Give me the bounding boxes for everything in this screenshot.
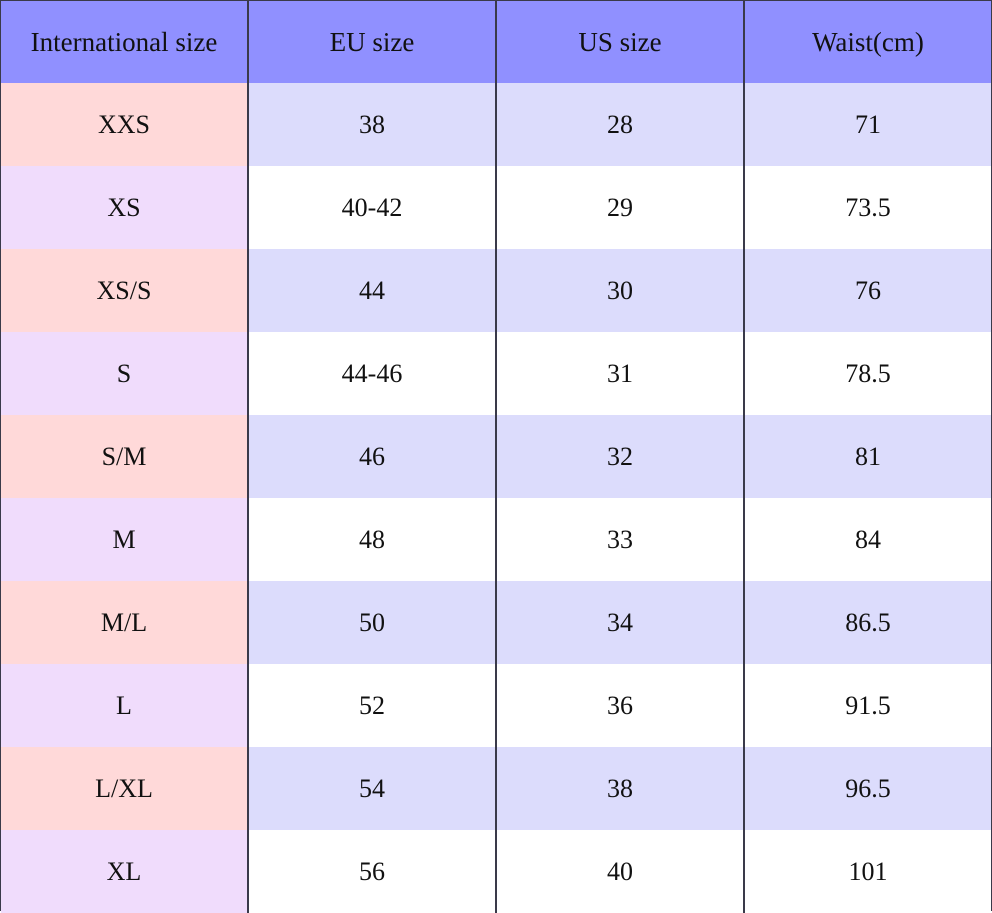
cell-eu-size: 56 <box>247 830 496 913</box>
cell-us-size: 32 <box>495 415 744 498</box>
cell-us-size: 29 <box>495 166 744 249</box>
cell-waist: 86.5 <box>743 581 991 664</box>
cell-waist: 73.5 <box>743 166 991 249</box>
cell-eu-size: 46 <box>247 415 496 498</box>
cell-us-size: 40 <box>495 830 744 913</box>
cell-eu-size: 52 <box>247 664 496 747</box>
cell-us-size: 30 <box>495 249 744 332</box>
cell-international-size: L <box>1 664 248 747</box>
table-row: XL 56 40 101 <box>1 830 991 913</box>
header-waist: Waist(cm) <box>743 1 991 83</box>
table-row: XS/S 44 30 76 <box>1 249 991 332</box>
cell-us-size: 33 <box>495 498 744 581</box>
cell-international-size: XXS <box>1 83 248 166</box>
table-row: M 48 33 84 <box>1 498 991 581</box>
cell-us-size: 36 <box>495 664 744 747</box>
table-row: XXS 38 28 71 <box>1 83 991 166</box>
table-row: XS 40-42 29 73.5 <box>1 166 991 249</box>
cell-waist: 71 <box>743 83 991 166</box>
cell-waist: 78.5 <box>743 332 991 415</box>
cell-us-size: 28 <box>495 83 744 166</box>
cell-eu-size: 50 <box>247 581 496 664</box>
header-international-size: International size <box>1 1 248 83</box>
cell-international-size: M/L <box>1 581 248 664</box>
header-eu-size: EU size <box>247 1 496 83</box>
table-row: L 52 36 91.5 <box>1 664 991 747</box>
table-row: S 44-46 31 78.5 <box>1 332 991 415</box>
cell-eu-size: 54 <box>247 747 496 830</box>
cell-eu-size: 48 <box>247 498 496 581</box>
cell-eu-size: 38 <box>247 83 496 166</box>
table-header: International size EU size US size Waist… <box>1 1 991 83</box>
cell-us-size: 34 <box>495 581 744 664</box>
cell-us-size: 38 <box>495 747 744 830</box>
cell-waist: 81 <box>743 415 991 498</box>
cell-waist: 76 <box>743 249 991 332</box>
table-row: L/XL 54 38 96.5 <box>1 747 991 830</box>
table-body: XXS 38 28 71 XS 40-42 29 73.5 XS/S 44 30… <box>1 83 991 913</box>
cell-eu-size: 44-46 <box>247 332 496 415</box>
cell-eu-size: 44 <box>247 249 496 332</box>
cell-international-size: L/XL <box>1 747 248 830</box>
header-row: International size EU size US size Waist… <box>1 1 991 83</box>
cell-waist: 84 <box>743 498 991 581</box>
cell-waist: 91.5 <box>743 664 991 747</box>
cell-international-size: XL <box>1 830 248 913</box>
cell-international-size: S/M <box>1 415 248 498</box>
cell-international-size: M <box>1 498 248 581</box>
cell-eu-size: 40-42 <box>247 166 496 249</box>
header-us-size: US size <box>495 1 744 83</box>
cell-international-size: S <box>1 332 248 415</box>
cell-international-size: XS/S <box>1 249 248 332</box>
cell-us-size: 31 <box>495 332 744 415</box>
cell-waist: 101 <box>743 830 991 913</box>
table-row: S/M 46 32 81 <box>1 415 991 498</box>
table-row: M/L 50 34 86.5 <box>1 581 991 664</box>
cell-waist: 96.5 <box>743 747 991 830</box>
cell-international-size: XS <box>1 166 248 249</box>
